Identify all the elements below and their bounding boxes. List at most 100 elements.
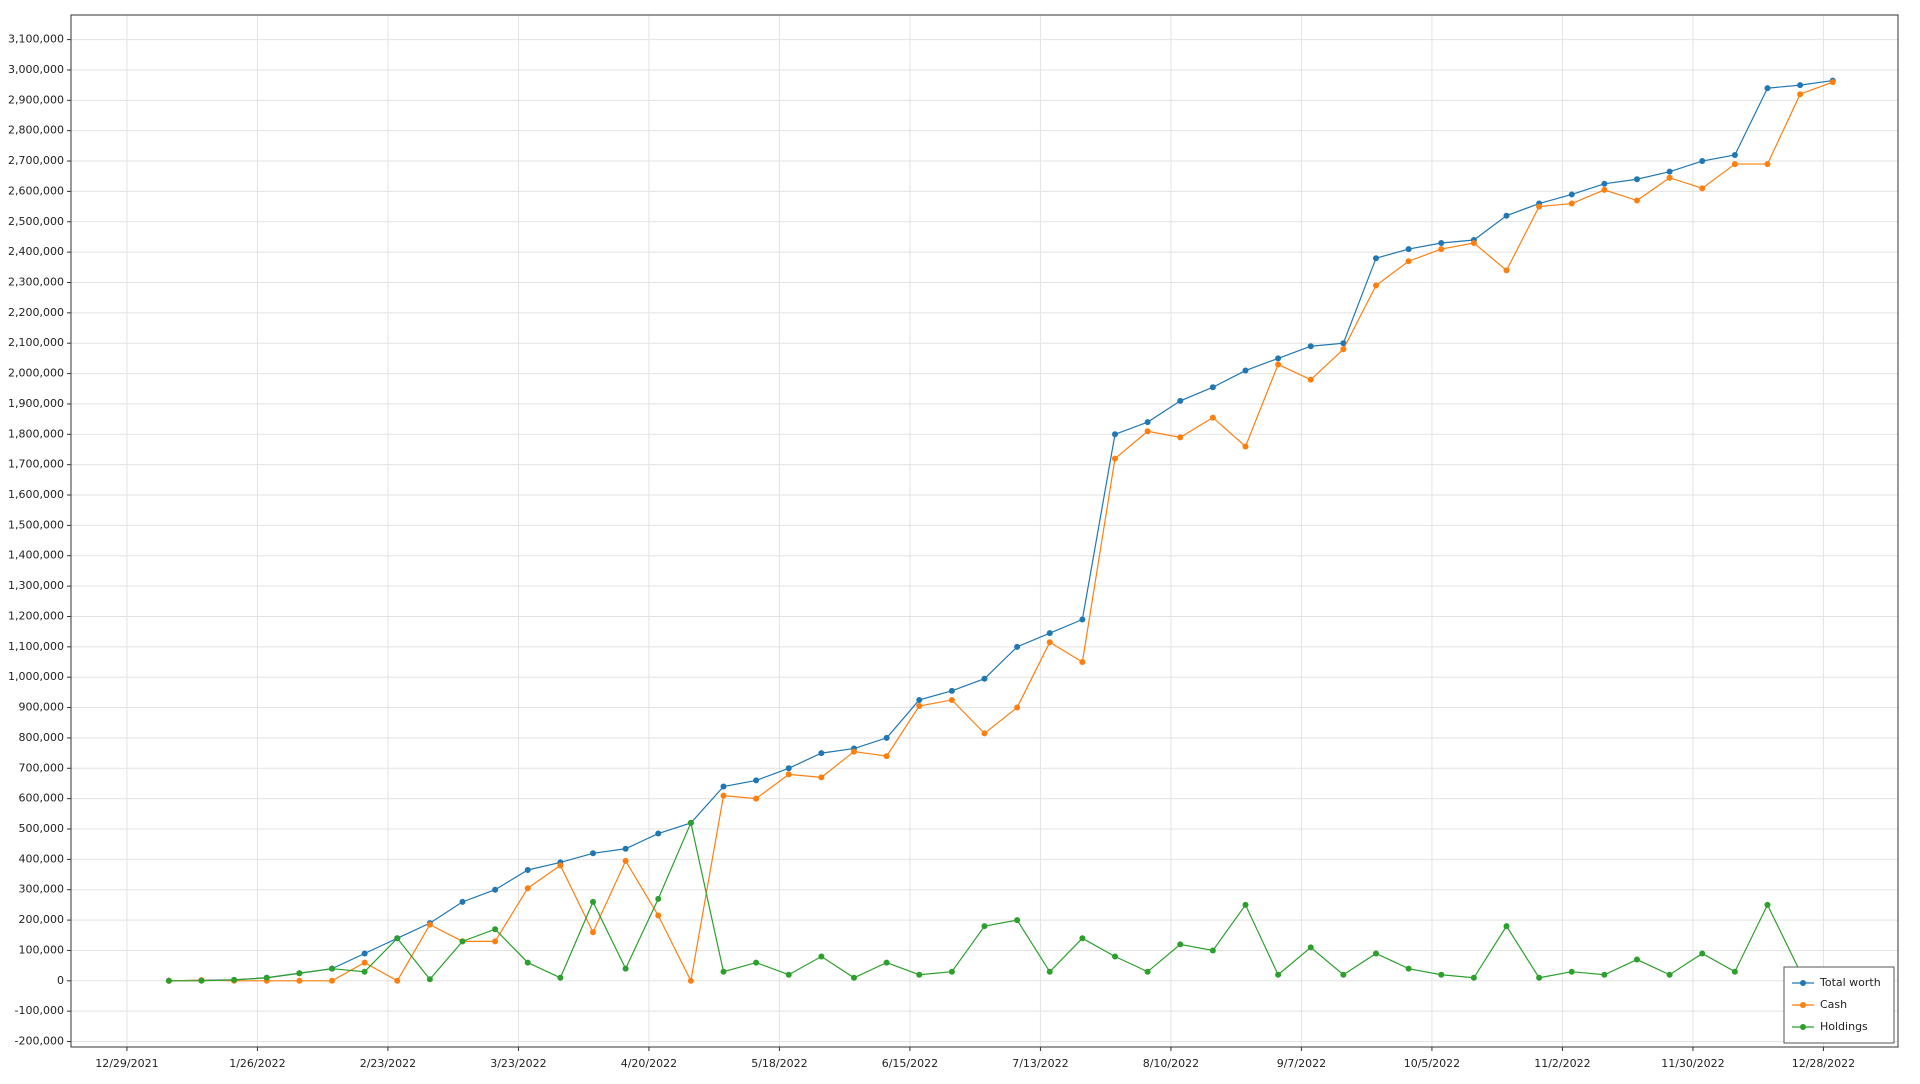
- point: [1209, 384, 1216, 391]
- point: [753, 777, 760, 784]
- point: [916, 696, 923, 703]
- point: [1275, 361, 1282, 368]
- point: [1666, 174, 1673, 181]
- point: [1014, 704, 1021, 711]
- point: [948, 968, 955, 975]
- point: [426, 976, 433, 983]
- point: [622, 965, 629, 972]
- legend-label: Total worth: [1819, 976, 1881, 989]
- point: [296, 977, 303, 984]
- point: [1568, 191, 1575, 198]
- y-tick-label: 1,200,000: [8, 609, 64, 622]
- x-tick-label: 12/28/2022: [1792, 1057, 1855, 1070]
- point: [1634, 176, 1640, 183]
- point: [753, 959, 760, 966]
- point: [1373, 282, 1379, 289]
- point: [785, 771, 792, 778]
- point: [1829, 79, 1836, 86]
- y-tick-label: 2,100,000: [8, 336, 64, 349]
- point: [1438, 246, 1445, 253]
- x-tick-label: 6/15/2022: [882, 1057, 938, 1070]
- point: [655, 895, 662, 902]
- y-tick-label: 1,400,000: [8, 549, 64, 562]
- point: [1112, 953, 1118, 960]
- point: [1405, 965, 1412, 972]
- point: [1046, 639, 1053, 646]
- point: [851, 974, 857, 981]
- point: [1634, 197, 1640, 204]
- y-tick-label: 2,800,000: [8, 124, 64, 137]
- point: [1112, 431, 1118, 438]
- point: [1307, 343, 1314, 350]
- legend-marker: [1800, 980, 1806, 986]
- y-tick-label: 300,000: [19, 883, 65, 896]
- y-tick-label: 1,000,000: [8, 670, 64, 683]
- point: [655, 830, 662, 837]
- point: [492, 926, 499, 933]
- x-tick-label: 5/18/2022: [751, 1057, 807, 1070]
- x-tick-label: 12/29/2021: [95, 1057, 158, 1070]
- point: [329, 965, 335, 972]
- point: [1307, 944, 1314, 951]
- point: [883, 734, 890, 741]
- point: [1568, 200, 1575, 207]
- point: [524, 959, 531, 966]
- y-tick-label: 100,000: [19, 943, 65, 956]
- x-tick-label: 10/5/2022: [1404, 1057, 1460, 1070]
- x-tick-label: 8/10/2022: [1143, 1057, 1199, 1070]
- point: [459, 898, 466, 905]
- x-tick-label: 1/26/2022: [229, 1057, 285, 1070]
- y-tick-label: 2,900,000: [8, 93, 64, 106]
- x-tick-label: 11/2/2022: [1534, 1057, 1590, 1070]
- point: [818, 750, 825, 757]
- legend-marker: [1800, 1024, 1806, 1030]
- y-tick-label: 400,000: [19, 852, 65, 865]
- point: [1405, 246, 1412, 253]
- y-tick-label: 1,500,000: [8, 518, 64, 531]
- point: [1340, 971, 1347, 978]
- point: [1503, 212, 1510, 219]
- point: [916, 971, 923, 978]
- point: [1079, 659, 1086, 666]
- y-tick-label: 3,000,000: [8, 63, 64, 76]
- point: [1797, 82, 1804, 89]
- point: [1699, 185, 1706, 192]
- point: [1470, 974, 1477, 981]
- point: [1438, 971, 1445, 978]
- point: [1079, 616, 1086, 623]
- point: [361, 968, 368, 975]
- point: [296, 970, 303, 977]
- point: [459, 938, 466, 945]
- grid: [71, 15, 1898, 1047]
- x-tick-label: 11/30/2022: [1661, 1057, 1724, 1070]
- point: [394, 977, 401, 984]
- point: [394, 935, 401, 942]
- point: [1634, 956, 1640, 963]
- y-tick-label: 600,000: [19, 792, 65, 805]
- point: [720, 783, 727, 790]
- point: [1438, 240, 1445, 247]
- y-tick-label: 2,600,000: [8, 184, 64, 197]
- point: [1797, 91, 1804, 98]
- series-line: [168, 79, 1833, 982]
- point: [1242, 443, 1249, 450]
- point: [1046, 630, 1053, 637]
- point: [1536, 974, 1543, 981]
- y-tick-label: 2,700,000: [8, 154, 64, 167]
- point: [1503, 267, 1510, 274]
- point: [1373, 950, 1379, 957]
- point: [1242, 367, 1249, 374]
- point: [1209, 947, 1216, 954]
- point: [1470, 240, 1477, 247]
- y-tick-label: 2,500,000: [8, 215, 64, 228]
- point: [1177, 941, 1184, 948]
- point: [785, 765, 792, 772]
- point: [1536, 203, 1543, 210]
- point: [1601, 180, 1608, 187]
- point: [1144, 428, 1151, 435]
- point: [1601, 186, 1608, 193]
- point: [361, 950, 368, 957]
- point: [1405, 258, 1412, 265]
- x-tick-label: 3/23/2022: [490, 1057, 546, 1070]
